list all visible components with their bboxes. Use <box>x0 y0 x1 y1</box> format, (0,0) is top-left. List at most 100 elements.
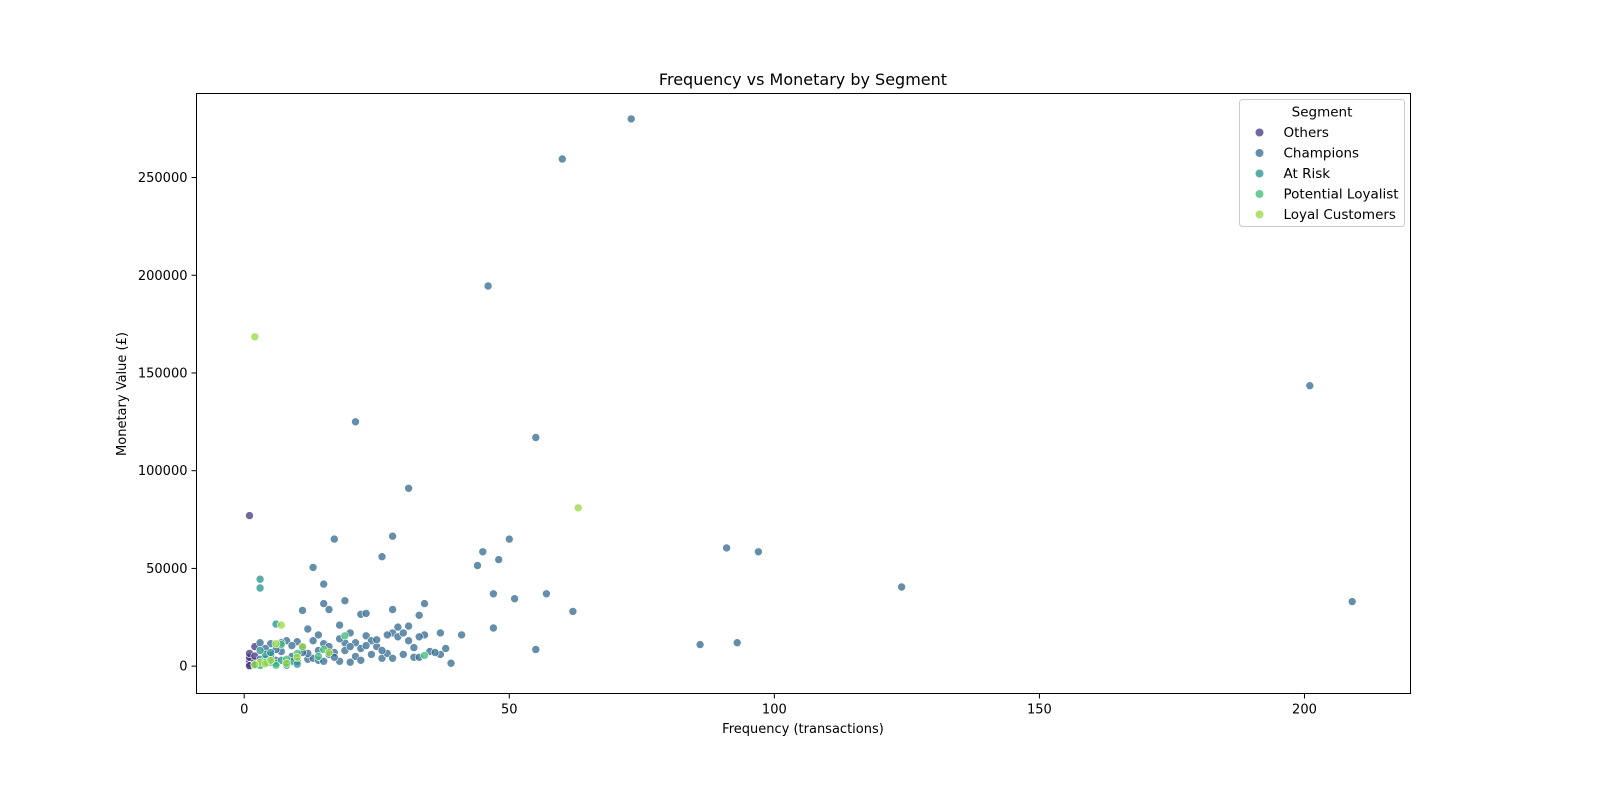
series-loyal-customers <box>250 332 583 669</box>
x-tick-label: 100 <box>762 703 787 718</box>
data-point <box>457 630 466 640</box>
data-point <box>245 511 254 520</box>
data-point <box>255 646 265 655</box>
data-point <box>542 589 551 599</box>
data-point <box>314 652 323 661</box>
data-point <box>483 281 493 291</box>
data-point <box>897 582 906 592</box>
data-point <box>494 555 504 564</box>
data-point <box>266 648 276 657</box>
data-point <box>335 620 344 630</box>
data-point <box>754 547 763 557</box>
data-point <box>340 631 350 641</box>
legend-marker <box>1255 149 1264 157</box>
x-axis-label: Frequency (transactions) <box>722 722 884 737</box>
data-point <box>367 650 376 659</box>
legend-marker <box>1255 190 1264 198</box>
data-point <box>282 658 291 668</box>
data-point <box>271 639 281 649</box>
data-point <box>404 636 413 646</box>
data-point <box>356 655 366 665</box>
data-point <box>298 642 307 651</box>
data-point <box>255 583 265 593</box>
data-point <box>345 642 355 651</box>
legend-label: Champions <box>1284 146 1360 162</box>
data-point <box>441 644 451 653</box>
data-point <box>292 652 302 662</box>
data-point <box>489 623 498 633</box>
legend-marker <box>1255 210 1264 219</box>
data-point <box>722 543 731 553</box>
data-point <box>361 609 371 618</box>
legend-label: At Risk <box>1284 166 1331 182</box>
y-tick-label: 200000 <box>138 269 188 284</box>
data-point <box>276 620 286 630</box>
y-tick-label: 50000 <box>146 562 187 577</box>
data-point <box>430 648 440 657</box>
legend-label: Others <box>1284 125 1329 141</box>
data-point <box>340 596 350 606</box>
data-point <box>319 579 329 589</box>
data-point <box>414 610 424 620</box>
chart-title: Frequency vs Monetary by Segment <box>659 70 947 89</box>
legend-label: Loyal Customers <box>1284 207 1396 223</box>
points-layer <box>245 114 1357 671</box>
data-point <box>345 657 355 667</box>
legend-label: Potential Loyalist <box>1284 187 1399 203</box>
data-point <box>568 607 578 616</box>
data-point <box>329 652 339 662</box>
data-point <box>361 631 371 641</box>
y-axis: 0 50000 100000 150000 200000 250000 <box>138 171 197 675</box>
data-point <box>573 503 583 513</box>
data-point <box>250 660 260 669</box>
data-point <box>377 646 387 655</box>
data-point <box>324 648 334 657</box>
data-point <box>404 621 413 631</box>
y-tick-label: 150000 <box>138 366 188 381</box>
data-point <box>504 534 514 544</box>
data-point <box>351 417 360 427</box>
data-point <box>372 635 382 645</box>
data-point <box>308 636 318 646</box>
data-point <box>388 605 397 614</box>
x-tick-label: 150 <box>1027 703 1052 718</box>
data-point <box>361 641 371 650</box>
data-point <box>388 653 397 663</box>
y-tick-label: 100000 <box>138 464 188 479</box>
legend-title: Segment <box>1292 105 1353 121</box>
y-tick-label: 0 <box>179 660 187 675</box>
legend: Segment Others Champions At Risk Potential L… <box>1239 99 1405 227</box>
data-point <box>489 589 498 599</box>
data-point <box>626 114 636 124</box>
plot-area <box>196 93 1411 694</box>
data-point <box>1305 381 1315 391</box>
data-point <box>557 154 567 164</box>
data-point <box>695 640 705 649</box>
data-point <box>255 574 265 584</box>
data-point <box>324 605 334 614</box>
data-point <box>329 534 339 544</box>
x-tick-label: 0 <box>240 703 248 718</box>
data-point <box>436 628 445 638</box>
series-champions <box>255 114 1357 668</box>
x-tick-label: 200 <box>1292 703 1317 718</box>
data-point <box>446 658 456 668</box>
data-point <box>298 606 307 615</box>
data-point <box>250 332 260 342</box>
data-point <box>319 656 329 666</box>
data-point <box>404 483 413 493</box>
data-point <box>398 628 408 638</box>
data-point <box>314 630 323 640</box>
data-point <box>420 599 429 608</box>
data-point <box>420 651 429 660</box>
data-point <box>398 650 408 659</box>
data-point <box>271 660 281 670</box>
data-point <box>409 643 419 652</box>
legend-marker <box>1255 169 1264 178</box>
data-point <box>473 561 482 570</box>
x-axis: 0 50 100 150 200 <box>240 693 1317 718</box>
data-point <box>510 594 519 604</box>
data-point <box>266 655 276 665</box>
x-tick-label: 50 <box>501 703 518 718</box>
